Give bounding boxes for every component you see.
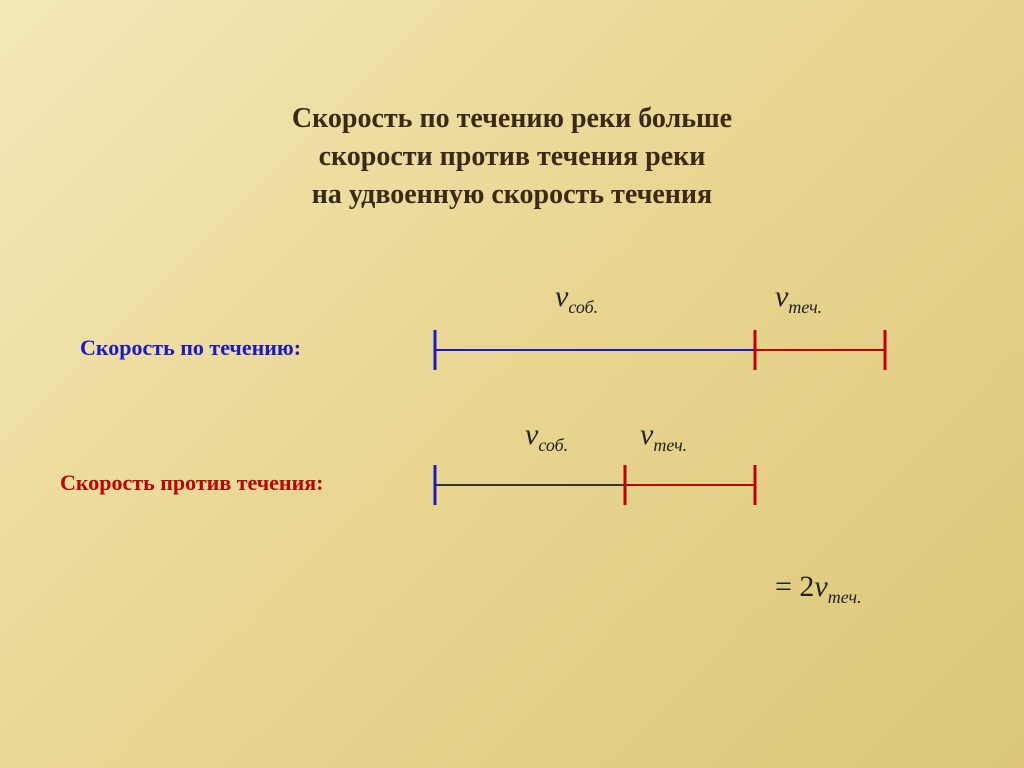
equation-result: = 2vтеч. — [775, 570, 862, 608]
v-own-label-2: vсоб. — [525, 418, 568, 456]
v-current-label-2: vтеч. — [640, 418, 687, 456]
downstream-speed-text: Скорость по течению: — [80, 335, 301, 360]
title-line-3: на удвоенную скорость течения — [312, 179, 712, 210]
v-current-label-1: vтеч. — [775, 280, 822, 318]
downstream-speed-label: Скорость по течению: — [80, 335, 301, 361]
title-line-1: Скорость по течению реки больше — [292, 103, 732, 134]
upstream-speed-label: Скорость против течения: — [60, 470, 323, 496]
upstream-diagram — [430, 460, 760, 510]
slide-title: Скорость по течению реки больше скорости… — [0, 100, 1024, 213]
downstream-diagram — [430, 325, 890, 375]
title-line-2: скорости против течения реки — [319, 141, 706, 172]
upstream-speed-text: Скорость против течения: — [60, 470, 323, 495]
v-own-label-1: vсоб. — [555, 280, 598, 318]
